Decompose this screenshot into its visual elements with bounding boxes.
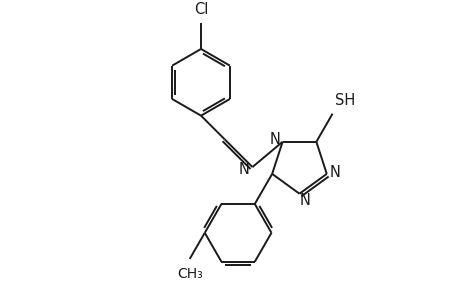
Text: CH₃: CH₃	[176, 267, 202, 281]
Text: Cl: Cl	[193, 2, 208, 16]
Text: N: N	[329, 165, 340, 180]
Text: N: N	[238, 162, 249, 177]
Text: N: N	[269, 132, 280, 147]
Text: N: N	[299, 193, 310, 208]
Text: SH: SH	[334, 93, 354, 108]
